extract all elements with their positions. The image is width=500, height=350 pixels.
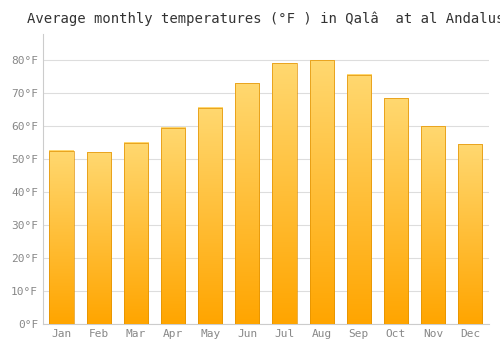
Bar: [50, 151, 74, 324]
Bar: [272, 63, 296, 324]
Bar: [310, 60, 334, 324]
Bar: [124, 142, 148, 324]
Bar: [161, 128, 185, 324]
Title: Average monthly temperatures (°F ) in Qalâ  at al Andalus: Average monthly temperatures (°F ) in Qa…: [27, 11, 500, 26]
Bar: [198, 108, 222, 324]
Bar: [347, 75, 371, 324]
Bar: [384, 98, 408, 324]
Bar: [458, 144, 482, 324]
Bar: [86, 153, 111, 324]
Bar: [421, 126, 445, 324]
Bar: [236, 83, 260, 324]
